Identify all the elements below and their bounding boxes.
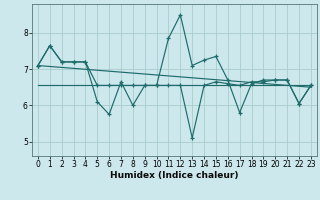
X-axis label: Humidex (Indice chaleur): Humidex (Indice chaleur) [110, 171, 239, 180]
